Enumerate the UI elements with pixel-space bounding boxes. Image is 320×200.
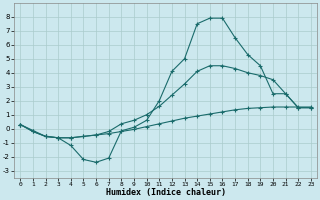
- X-axis label: Humidex (Indice chaleur): Humidex (Indice chaleur): [106, 188, 226, 197]
